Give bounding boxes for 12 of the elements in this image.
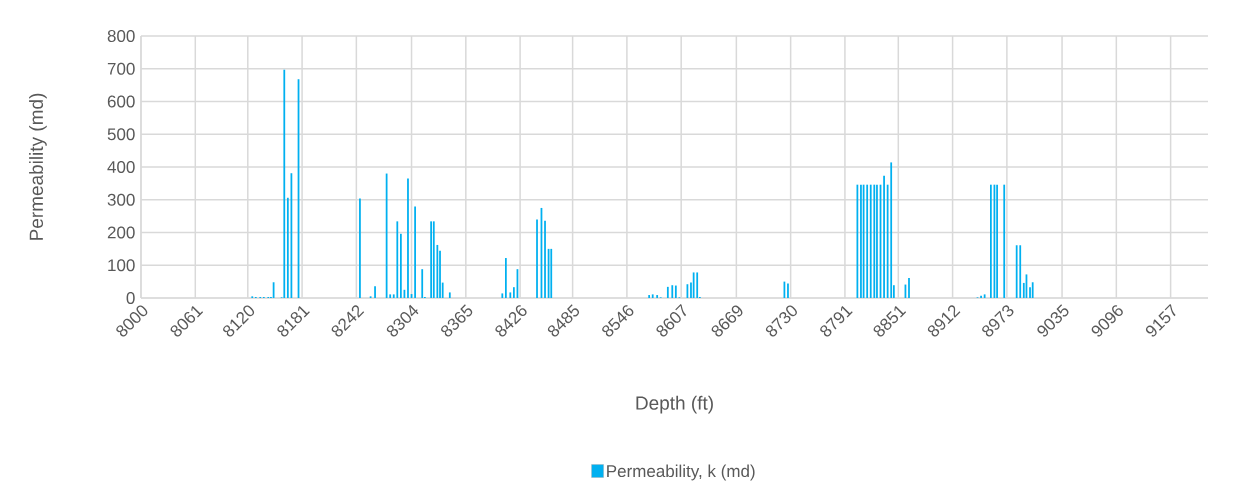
legend-label: Permeability, k (md) [607, 464, 755, 481]
y-tick-label: 0 [126, 291, 135, 305]
y-tick-label: 400 [107, 160, 135, 174]
y-tick-label: 500 [107, 128, 135, 141]
y-tick-label: 300 [107, 193, 135, 206]
x-axis-title: Depth (ft) [636, 395, 713, 414]
y-tick-label: 200 [107, 226, 135, 239]
y-tick-label: 800 [107, 29, 135, 43]
y-tick-label: 100 [108, 259, 135, 272]
y-axis-title: Permeability (md) [29, 93, 47, 240]
y-tick-label: 600 [107, 95, 135, 108]
y-tick-label: 700 [107, 62, 135, 75]
